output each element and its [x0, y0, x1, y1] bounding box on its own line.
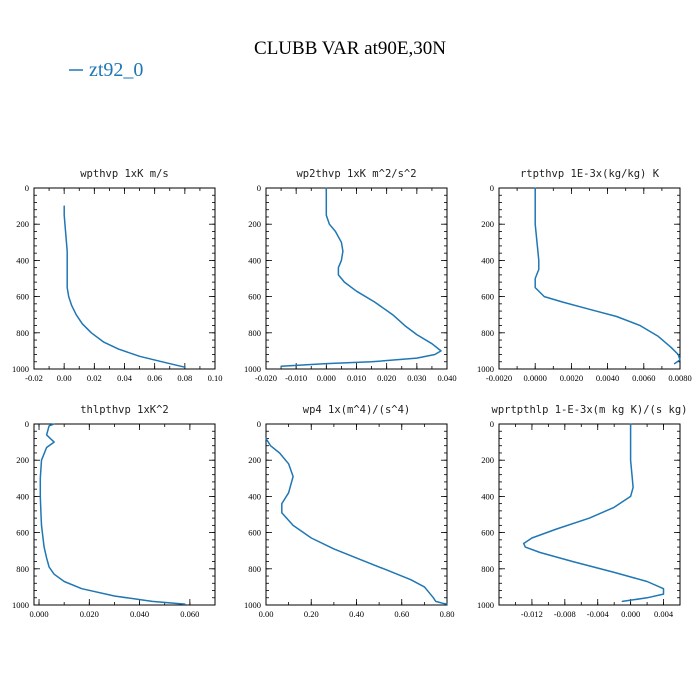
chart-panels: wpthvp 1xK m/s -0.02 0.00 0.02 0.04 0.06 0.08 0…	[12, 168, 692, 619]
x-tick-label: 0.06	[147, 373, 162, 383]
x-tick-label: 0.040	[437, 373, 456, 383]
y-tick-label: 600	[481, 528, 494, 538]
y-tick-label: 0	[257, 419, 261, 429]
panel-title: wp4 1x(m^4)/(s^4)	[303, 404, 410, 416]
panel-title: wp2thvp 1xK m^2/s^2	[296, 168, 416, 180]
y-tick-label: 1000	[244, 364, 261, 374]
y-tick-label: 0	[490, 183, 494, 193]
y-tick-label: 800	[16, 564, 29, 574]
y-tick-label: 0	[25, 183, 29, 193]
x-tick-label: -0.02	[25, 373, 43, 383]
x-tick-label: 0.00	[57, 373, 72, 383]
plot-frame	[265, 423, 448, 606]
plot-frame	[498, 423, 681, 606]
x-tick-label: 0.0080	[668, 373, 691, 383]
x-tick-label: 0.020	[377, 373, 396, 383]
x-tick-label: 0.030	[407, 373, 426, 383]
x-tick-label: 0.80	[440, 609, 455, 619]
chart-panel-5: wp4 1x(m^4)/(s^4) 0.00 0.20 0.40 0.60 0.80 0 20…	[244, 404, 454, 619]
series-line-1	[534, 187, 681, 365]
y-tick-label: 600	[16, 528, 29, 538]
series-line-1	[265, 437, 448, 605]
chart-panel-2: wp2thvp 1xK m^2/s^2 -0.020 -0.010 0.000 0.01…	[244, 168, 457, 383]
series-line-1	[280, 187, 442, 368]
x-tick-label: 0.060	[180, 609, 199, 619]
y-tick-label: 1000	[477, 364, 494, 374]
y-tick-label: 200	[16, 455, 29, 465]
plot-frame	[265, 187, 448, 370]
y-tick-label: 600	[16, 292, 29, 302]
series-line-1	[522, 423, 665, 603]
y-tick-label: 0	[490, 419, 494, 429]
panel-title: rtpthvp 1E-3x(kg/kg) K	[520, 168, 660, 180]
x-tick-label: 0.020	[80, 609, 99, 619]
panel-title: wpthvp 1xK m/s	[80, 168, 169, 180]
panel-title: wprtpthlp 1-E-3x(m kg K)/(s kg)	[492, 404, 688, 416]
y-tick-label: 200	[248, 219, 261, 229]
y-tick-label: 600	[248, 292, 261, 302]
series-line-1	[63, 205, 186, 368]
legend-label: zt92_0	[89, 59, 143, 81]
x-tick-label: -0.012	[521, 609, 543, 619]
x-tick-label: 0.40	[349, 609, 364, 619]
y-tick-label: 800	[248, 564, 261, 574]
y-tick-label: 200	[481, 455, 494, 465]
x-tick-label: 0.000	[317, 373, 336, 383]
x-tick-label: -0.010	[285, 373, 307, 383]
x-tick-label: 0.02	[87, 373, 102, 383]
y-tick-label: 0	[257, 183, 261, 193]
x-tick-label: -0.020	[255, 373, 277, 383]
x-tick-label: 0.60	[394, 609, 409, 619]
series-line-1	[39, 423, 186, 605]
chart-panel-3: rtpthvp 1E-3x(kg/kg) K -0.0020 0.0000 0.002…	[477, 168, 692, 383]
y-tick-label: 800	[248, 328, 261, 338]
x-tick-label: -0.004	[587, 609, 610, 619]
y-tick-label: 1000	[244, 600, 261, 610]
x-tick-label: 0.000	[29, 609, 48, 619]
y-tick-label: 800	[16, 328, 29, 338]
y-tick-label: 400	[16, 255, 29, 265]
figure-title: CLUBB VAR at90E,30N	[254, 38, 446, 59]
x-tick-label: 0.20	[304, 609, 319, 619]
y-tick-label: 200	[248, 455, 261, 465]
y-tick-label: 1000	[12, 364, 29, 374]
y-tick-label: 200	[481, 219, 494, 229]
x-tick-label: 0.0060	[632, 373, 655, 383]
x-tick-label: -0.0020	[486, 373, 512, 383]
y-tick-label: 600	[481, 292, 494, 302]
x-tick-label: 0.010	[347, 373, 366, 383]
x-tick-label: 0.040	[130, 609, 149, 619]
y-tick-label: 0	[25, 419, 29, 429]
y-tick-label: 1000	[477, 600, 494, 610]
x-tick-label: 0.000	[621, 609, 640, 619]
y-tick-label: 200	[16, 219, 29, 229]
y-tick-label: 400	[248, 255, 261, 265]
y-tick-label: 800	[481, 328, 494, 338]
chart-panel-1: wpthvp 1xK m/s -0.02 0.00 0.02 0.04 0.06 0.08 0…	[12, 168, 222, 383]
x-tick-label: 0.004	[654, 609, 674, 619]
x-tick-label: 0.04	[117, 373, 133, 383]
y-tick-label: 1000	[12, 600, 29, 610]
y-tick-label: 400	[248, 491, 261, 501]
x-tick-label: 0.0040	[596, 373, 619, 383]
plot-frame	[498, 187, 681, 370]
chart-panel-4: thlpthvp 1xK^2 0.000 0.020 0.040 0.060 0 200 40…	[12, 404, 216, 619]
chart-panel-6: wprtpthlp 1-E-3x(m kg K)/(s kg) -0.012 -0.…	[477, 404, 687, 619]
plot-frame	[33, 187, 216, 370]
x-tick-label: -0.008	[554, 609, 576, 619]
panel-title: thlpthvp 1xK^2	[80, 404, 169, 416]
y-tick-label: 800	[481, 564, 494, 574]
y-tick-label: 400	[481, 491, 494, 501]
legend: zt92_0	[69, 59, 143, 81]
y-tick-label: 400	[16, 491, 29, 501]
y-tick-label: 400	[481, 255, 494, 265]
x-tick-label: 0.00	[259, 609, 274, 619]
y-tick-label: 600	[248, 528, 261, 538]
x-tick-label: 0.0000	[524, 373, 547, 383]
x-tick-label: 0.0020	[560, 373, 583, 383]
x-tick-label: 0.08	[177, 373, 192, 383]
plot-frame	[33, 423, 216, 606]
x-tick-label: 0.10	[208, 373, 223, 383]
